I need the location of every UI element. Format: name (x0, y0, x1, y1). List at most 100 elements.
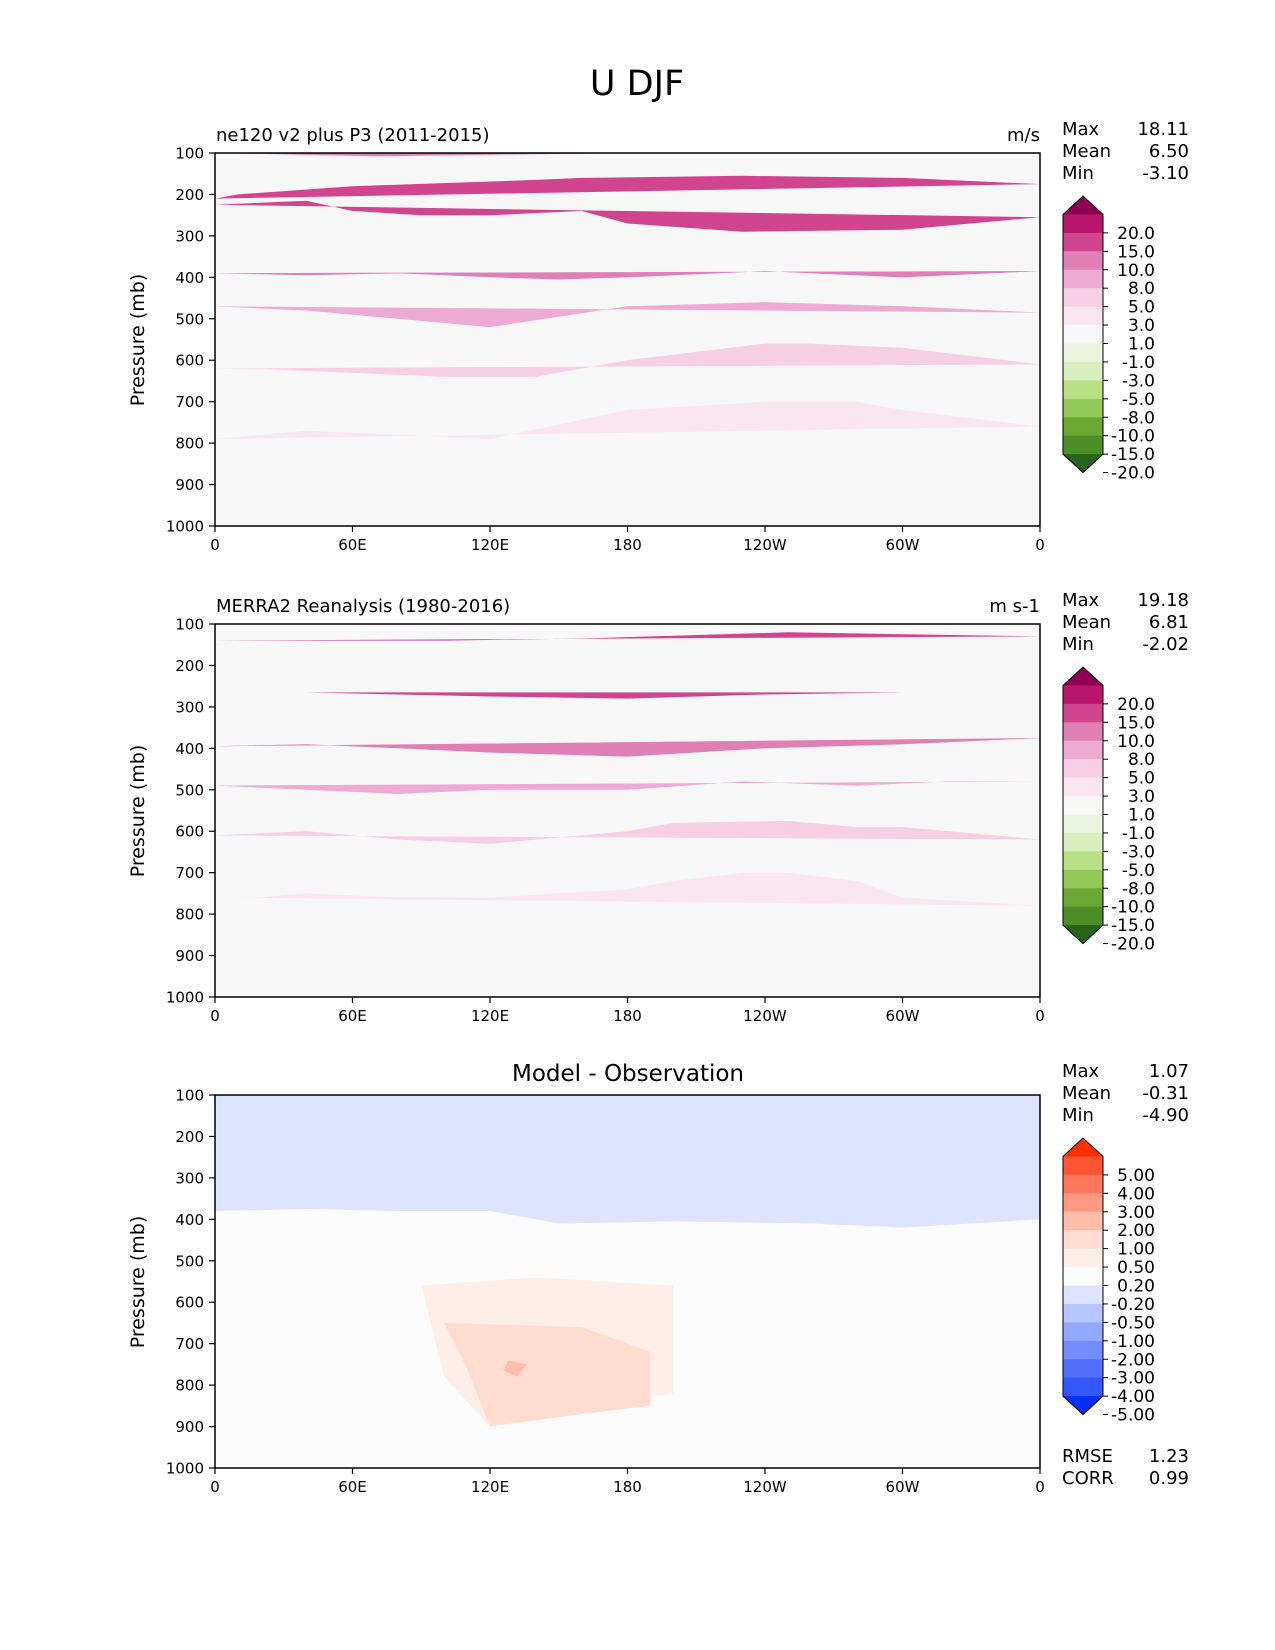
panel-1-contour-fills (215, 153, 1040, 526)
panel-3-x-tick-label-1: 60E (338, 1478, 367, 1496)
panel-2-stat-max-value: 19.18 (1137, 590, 1189, 611)
panel-1-colorbar-swatch-4 (1063, 269, 1103, 289)
panel-1-contour-fill-3 (215, 401, 1040, 439)
panel-1-colorbar-extend-top (1063, 196, 1103, 215)
panel-3-colorbar-label-10: -2.00 (1111, 1350, 1155, 1370)
panel-3-colorbar-extend-top (1063, 1138, 1103, 1157)
panel-3-colorbar-swatch-8 (1063, 1285, 1103, 1305)
panel-2-y-ticks: 100 200 300 400 500 600 700 800 900 1000 (166, 616, 215, 1007)
panel-3-y-tick-label-5: 600 (175, 1294, 204, 1312)
panel-3-colorbar-label-6: 0.20 (1117, 1277, 1155, 1297)
panel-2-contour-fill-5 (215, 820, 1040, 844)
panel-1-y-tick-label-5: 600 (175, 352, 204, 370)
panel-1-x-tick-label-6: 0 (1035, 536, 1045, 554)
panel-1-colorbar-swatch-1 (1063, 214, 1103, 234)
panel-3-colorbar-label-11: -3.00 (1111, 1369, 1155, 1389)
panel-3-colorbar-label-8: -0.50 (1111, 1313, 1155, 1333)
panel-2-x-tick-label-2: 120E (471, 1007, 509, 1025)
panel-1-stat-max-value: 18.11 (1137, 119, 1189, 140)
panel-2-colorbar-label-2: 10.0 (1117, 732, 1155, 752)
panel-2-contour-fill-15 (215, 692, 1040, 699)
panel-3-x-tick-label-2: 120E (471, 1478, 509, 1496)
panel-3-y-tick-label-7: 800 (175, 1377, 204, 1395)
panel-3-y-tick-label-9: 1000 (166, 1460, 204, 1478)
panel-2-y-tick-label-8: 900 (175, 947, 204, 965)
panel-3-colorbar-label-1: 4.00 (1117, 1184, 1155, 1204)
panel-3-colorbar-swatch-9 (1063, 1303, 1103, 1323)
panel-1-colorbar-swatch-8 (1063, 343, 1103, 363)
panel-3-colorbar-label-9: -1.00 (1111, 1332, 1155, 1352)
panel-2-colorbar: 20.015.010.08.05.03.01.0-1.0-3.0-5.0-8.0… (1062, 666, 1155, 955)
panel-2-contour-fill-3 (215, 872, 1040, 906)
panel-2-colorbar-swatch-8 (1063, 814, 1103, 834)
panel-2-contour-fills (215, 632, 1040, 997)
panel-2-stat-min-label: Min (1062, 634, 1094, 655)
panel-1-y-axis-label: Pressure (mb) (127, 274, 149, 407)
panel-2-y-tick-label-4: 500 (175, 781, 204, 799)
panel-3-contour-fill-0.5 (444, 1322, 651, 1427)
panel-2-colorbar-swatch-10 (1063, 851, 1103, 871)
panel-1-colorbar-label-11: -10.0 (1111, 427, 1155, 447)
panel-3-rmse-value: 1.23 (1149, 1446, 1189, 1467)
panel-2-x-tick-label-3: 180 (613, 1007, 642, 1025)
panel-1-colorbar-label-6: 1.0 (1128, 335, 1155, 355)
panel-3-y-tick-label-6: 700 (175, 1335, 204, 1353)
panel-1-x-tick-label-2: 120E (471, 536, 509, 554)
panel-1-colorbar-swatch-12 (1063, 417, 1103, 437)
panel-2-x-tick-label-0: 0 (210, 1007, 220, 1025)
panel-3-colorbar-swatch-13 (1063, 1377, 1103, 1397)
panel-model: ne120 v2 plus P3 (2011-2015) m/s Pressur… (127, 119, 1189, 554)
panel-1-stat-mean-label: Mean (1062, 141, 1111, 162)
panel-2-y-tick-label-2: 300 (175, 698, 204, 716)
panel-3-colorbar-label-7: -0.20 (1111, 1295, 1155, 1315)
panel-3-stat-min-value: -4.90 (1142, 1105, 1189, 1126)
panel-1-colorbar-label-1: 15.0 (1117, 242, 1155, 262)
panel-1-stats: Max 18.11 Mean 6.50 Min -3.10 (1062, 119, 1189, 184)
panel-1-colorbar-label-5: 3.0 (1128, 316, 1155, 336)
panel-2-colorbar-label-11: -10.0 (1111, 898, 1155, 918)
panel-observation: MERRA2 Reanalysis (1980-2016) m s-1 Pres… (127, 590, 1189, 1025)
panel-1-y-ticks: 100 200 300 400 500 600 700 800 900 1000 (166, 145, 215, 536)
panel-1-y-tick-label-9: 1000 (166, 518, 204, 536)
panel-1-y-tick-label-2: 300 (175, 227, 204, 245)
panel-2-title: MERRA2 Reanalysis (1980-2016) (216, 596, 510, 617)
panel-2-stat-mean-label: Mean (1062, 612, 1111, 633)
panel-3-y-tick-label-2: 300 (175, 1169, 204, 1187)
panel-2-colorbar-swatch-5 (1063, 759, 1103, 779)
panel-3-colorbar-swatch-6 (1063, 1248, 1103, 1268)
panel-3-y-tick-label-8: 900 (175, 1418, 204, 1436)
panel-1-colorbar-swatch-13 (1063, 435, 1103, 455)
panel-3-x-tick-label-6: 0 (1035, 1478, 1045, 1496)
panel-1-contour-fill-8 (215, 302, 1040, 328)
panel-2-colorbar-label-12: -15.0 (1111, 916, 1155, 936)
panel-3-colorbar-extend-bottom (1063, 1396, 1103, 1415)
panel-3-y-tick-label-1: 200 (175, 1128, 204, 1146)
panel-1-colorbar: 20.015.010.08.05.03.01.0-1.0-3.0-5.0-8.0… (1062, 195, 1155, 484)
panel-2-y-tick-label-9: 1000 (166, 989, 204, 1007)
panel-1-colorbar-label-4: 5.0 (1128, 298, 1155, 318)
panel-1-colorbar-label-8: -3.0 (1122, 371, 1155, 391)
panel-2-x-tick-label-6: 0 (1035, 1007, 1045, 1025)
panel-2-colorbar-swatch-3 (1063, 722, 1103, 742)
panel-1-contour-fill-5 (215, 343, 1040, 377)
panel-2-stat-min-value: -2.02 (1142, 634, 1189, 655)
panel-1-contour-fill-10 (215, 271, 1040, 280)
panel-2-colorbar-label-3: 8.0 (1128, 750, 1155, 770)
panel-3-x-ticks: 0 60E 120E 180 120W 60W 0 (210, 1468, 1045, 1496)
panel-3-stat-max-label: Max (1062, 1061, 1100, 1082)
panel-3-stat-min-label: Min (1062, 1105, 1094, 1126)
panel-3-stat-max-value: 1.07 (1149, 1061, 1189, 1082)
panel-1-stat-max-label: Max (1062, 119, 1100, 140)
panel-1-colorbar-label-0: 20.0 (1117, 224, 1155, 244)
panel-1-stat-min-label: Min (1062, 163, 1094, 184)
panel-2-colorbar-label-1: 15.0 (1117, 713, 1155, 733)
panel-1-y-tick-label-0: 100 (175, 145, 204, 163)
panel-2-y-tick-label-6: 700 (175, 864, 204, 882)
panel-3-corr-value: 0.99 (1149, 1468, 1189, 1489)
panel-1-contour-fill-10 (215, 153, 1040, 157)
panel-1-x-ticks: 0 60E 120E 180 120W 60W 0 (210, 526, 1045, 554)
panel-1-colorbar-extend-bottom (1063, 454, 1103, 473)
panel-2-x-tick-label-5: 60W (886, 1007, 920, 1025)
panel-1-colorbar-label-2: 10.0 (1117, 261, 1155, 281)
